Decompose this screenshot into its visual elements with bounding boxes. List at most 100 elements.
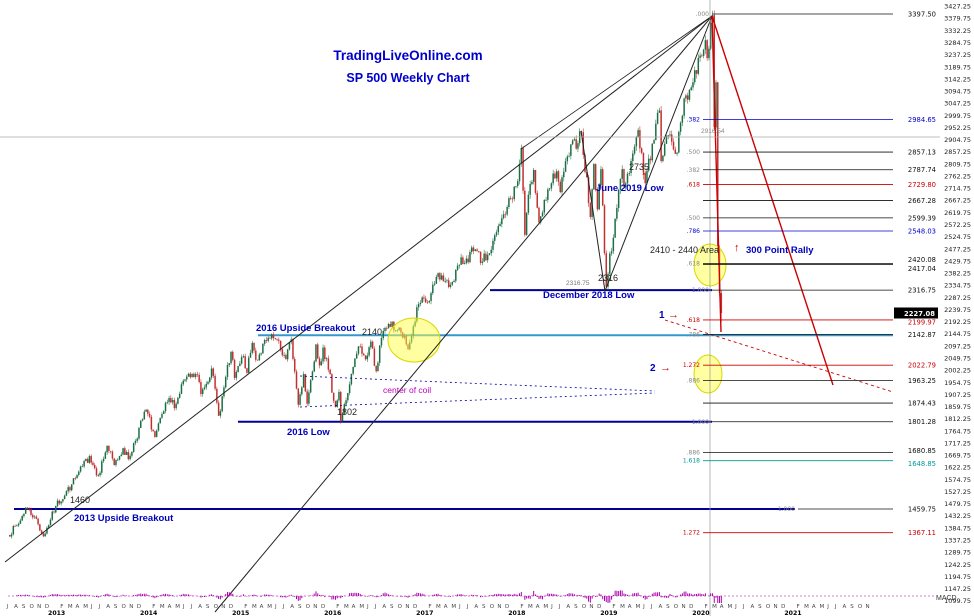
candle-body: [623, 169, 625, 187]
candle-body: [419, 302, 422, 305]
price-axis-tick: 1479.75: [944, 500, 971, 508]
candle-body: [129, 455, 131, 460]
candle-body: [12, 526, 15, 535]
fib-ratio-label: 1.000: [692, 419, 709, 426]
candle-body: [663, 143, 666, 156]
price-axis-tick: 3427.25: [944, 3, 971, 11]
candle-body: [109, 450, 112, 452]
candle-body: [270, 334, 273, 339]
highlight-circle: [693, 354, 723, 394]
candle-body: [168, 397, 170, 403]
month-label: M: [160, 604, 165, 610]
fib-ratio-label: .618: [687, 317, 701, 324]
candle-body: [143, 411, 146, 420]
candle-body: [210, 368, 213, 378]
candle-body: [380, 338, 383, 346]
candle-body: [655, 123, 657, 141]
candle-body: [532, 169, 535, 182]
candle-body: [674, 149, 677, 154]
candle-body: [504, 214, 507, 216]
candle-body: [196, 374, 199, 375]
price-axis-tick: 2999.75: [944, 112, 971, 120]
candle-body: [42, 533, 45, 537]
candle-body: [432, 284, 434, 294]
candle-body: [198, 374, 200, 383]
candle-body: [688, 89, 691, 100]
candle-body: [332, 392, 335, 401]
candle-body: [547, 189, 549, 200]
price-axis-tick: 2334.75: [944, 282, 971, 290]
candle-body: [63, 495, 66, 500]
price-axis-tick: 1622.25: [944, 464, 971, 472]
candle-body: [386, 327, 388, 329]
crash-line: [711, 15, 722, 333]
candle-body: [272, 334, 275, 339]
candle-body: [173, 400, 176, 409]
candle-body: [97, 475, 100, 476]
candle-body: [78, 471, 80, 475]
month-label: O: [122, 604, 127, 610]
price-level-label: 3397.50: [908, 10, 936, 18]
month-label: J: [558, 604, 561, 610]
candle-body: [286, 349, 289, 360]
price-axis-tick: 2714.75: [944, 185, 971, 193]
month-label: D: [229, 604, 233, 610]
fib-ratio-label: .886: [687, 450, 701, 457]
month-label: O: [490, 604, 495, 610]
candle-body: [692, 82, 694, 88]
candle-body: [377, 362, 379, 372]
price-axis-tick: 1574.75: [944, 476, 971, 484]
candle-body: [626, 173, 629, 184]
candle-body: [281, 349, 284, 356]
candle-body: [150, 416, 153, 430]
month-label: N: [313, 604, 317, 610]
label-2016-low: 2016 Low: [287, 427, 330, 438]
price-level-label: 2316.75: [908, 286, 936, 294]
candle-body: [99, 472, 101, 476]
month-label: A: [750, 604, 754, 610]
candle-body: [111, 451, 114, 459]
candle-body: [116, 459, 119, 461]
candle-body: [416, 307, 418, 322]
month-label: O: [674, 604, 679, 610]
candle-body: [343, 404, 346, 414]
candle-body: [439, 273, 441, 280]
candle-body: [262, 343, 264, 354]
month-label: F: [520, 604, 523, 610]
price-axis-tick: 2572.25: [944, 221, 971, 229]
candle-body: [370, 341, 372, 348]
label-1802: 1802: [337, 407, 358, 417]
candle-body: [163, 411, 165, 414]
month-label: J: [466, 604, 469, 610]
candle-body: [301, 387, 303, 395]
price-axis-tick: 3284.75: [944, 39, 971, 47]
candle-body: [430, 293, 432, 302]
candle-body: [49, 519, 52, 526]
price-level-label: 2022.79: [908, 362, 936, 370]
candle-body: [460, 257, 462, 265]
candle-body: [557, 171, 560, 182]
candle-body: [442, 275, 445, 282]
candle-body: [527, 194, 530, 213]
month-label: F: [244, 604, 247, 610]
month-label: S: [850, 604, 854, 610]
candle-body: [152, 429, 154, 432]
price-axis-tick: 2239.75: [944, 306, 971, 314]
fib-ratio-label: 1.618: [683, 458, 700, 465]
candle-body: [232, 351, 234, 360]
month-label: D: [321, 604, 325, 610]
price-axis-tick: 1194.75: [944, 573, 971, 581]
candle-body: [476, 249, 478, 252]
candle-body: [467, 258, 469, 263]
label-2916-54: 2916.54: [701, 128, 725, 135]
candle-body: [180, 384, 183, 394]
candle-body: [92, 462, 94, 465]
candle-body: [33, 516, 36, 518]
candle-body: [145, 409, 147, 412]
candle-body: [382, 330, 384, 339]
candle-body: [543, 199, 546, 213]
candle-body: [601, 169, 604, 206]
candle-body: [501, 218, 503, 225]
candle-body: [86, 458, 89, 463]
